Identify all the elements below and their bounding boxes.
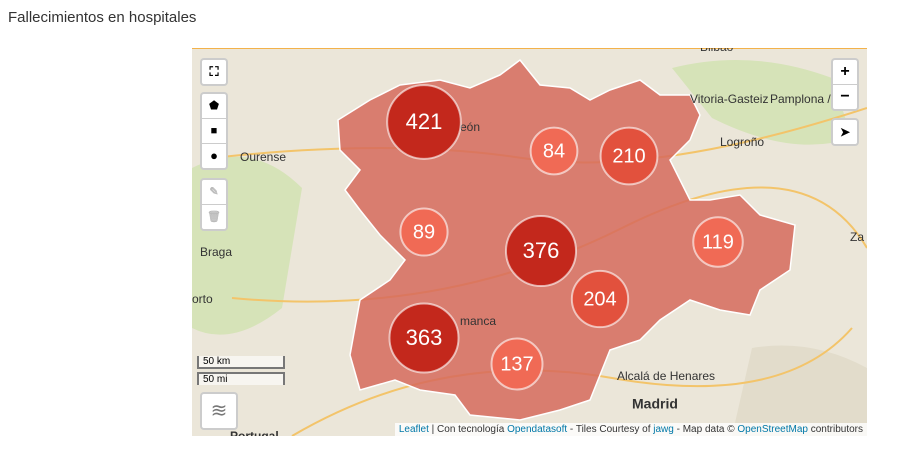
cluster-label: 84 — [543, 140, 565, 162]
cluster — [399, 207, 449, 257]
place-label: Bilbao — [700, 48, 734, 54]
cluster — [570, 269, 630, 329]
cluster — [490, 337, 544, 391]
cluster-label: 363 — [406, 325, 443, 350]
place-label: eón — [460, 120, 480, 134]
place-label: Logroño — [720, 135, 764, 149]
link[interactable]: jawg — [653, 424, 674, 435]
draw-circle[interactable]: ● — [210, 148, 218, 163]
fullscreen-control[interactable]: ⛶ — [200, 58, 228, 86]
cluster — [388, 302, 460, 374]
edit-button[interactable]: ✎ — [202, 180, 226, 205]
place-label: Vitoria-Gasteiz — [690, 92, 768, 106]
draw-rectangle[interactable]: ■ — [202, 119, 226, 144]
place-label: Pamplona / I — [770, 92, 837, 106]
cluster — [529, 126, 579, 176]
place-label: manca — [460, 314, 496, 328]
text: - Tiles Courtesy of — [567, 424, 654, 435]
place-label: Braga — [200, 245, 232, 259]
scale-km: 50 km — [197, 356, 285, 369]
zoom-out[interactable]: − — [840, 88, 850, 105]
zoom-in[interactable]: + — [833, 60, 857, 85]
place-label: Portugal — [230, 429, 279, 436]
link[interactable]: OpenStreetMap — [737, 424, 808, 435]
text: - Map data © — [673, 424, 738, 435]
cluster-label: 210 — [612, 145, 645, 167]
cluster-label: 89 — [413, 221, 435, 243]
cluster — [599, 126, 659, 186]
zoom-control: + − — [831, 58, 859, 111]
cluster-label: 137 — [500, 353, 533, 375]
draw-polygon[interactable]: ⬟ — [202, 94, 226, 119]
draw-toolbar: ⬟ ■ ● — [200, 92, 228, 170]
place-label: Za — [850, 230, 864, 244]
locate-button[interactable]: ➤ — [839, 125, 851, 139]
link[interactable]: Opendatasoft — [507, 424, 568, 435]
text: | Con tecnología — [428, 424, 508, 435]
locate-control: ➤ — [831, 118, 859, 146]
title: Fallecimientos en hospitales — [8, 9, 197, 26]
place-label: Madrid — [632, 396, 678, 412]
cluster-label: 376 — [523, 238, 560, 263]
clusters: 421 84 210 89 376 119 204 363 137 — [386, 84, 744, 391]
place-label: Ourense — [240, 150, 286, 164]
delete-button[interactable]: 🗑 — [207, 211, 221, 223]
scale-mi: 50 mi — [197, 372, 285, 385]
fullscreen-button[interactable]: ⛶ — [209, 64, 219, 79]
text: contributors — [807, 424, 863, 435]
place-label: Alcalá de Henares — [617, 369, 715, 383]
cluster — [692, 216, 744, 268]
cluster-label: 421 — [406, 109, 443, 134]
cluster-label: 204 — [583, 288, 616, 310]
edit-toolbar: ✎ 🗑 — [200, 178, 228, 231]
cluster-label: 119 — [702, 231, 734, 253]
link[interactable]: Leaflet — [398, 424, 429, 435]
layers-control[interactable]: ≋ — [200, 392, 238, 430]
cluster — [504, 214, 578, 288]
cluster — [386, 84, 462, 160]
place-label: orto — [192, 292, 213, 306]
attribution: Leaflet | Con tecnología Opendatasoft - … — [394, 423, 867, 436]
